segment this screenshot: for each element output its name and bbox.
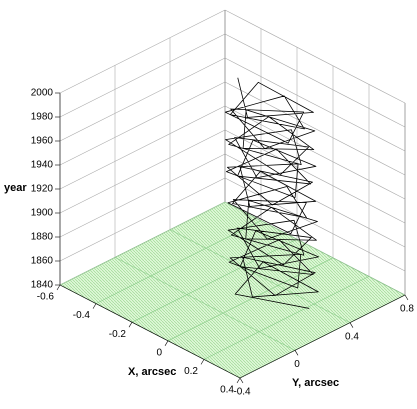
grid-line xyxy=(224,57,406,152)
grid-line xyxy=(59,105,226,190)
z-axis-title: year xyxy=(4,182,27,194)
x-tick-label: -0.2 xyxy=(109,329,127,340)
z-tick-label: 1840 xyxy=(31,280,54,291)
grid-line xyxy=(59,33,226,118)
y-tick-label: -0.4 xyxy=(233,387,251,398)
y-axis-title: Y, arcsec xyxy=(292,377,339,389)
grid-line xyxy=(59,9,226,94)
x-tick-label: 0.2 xyxy=(184,366,198,377)
grid-line xyxy=(224,177,406,272)
grid-line xyxy=(131,238,298,323)
grid-line xyxy=(114,257,296,351)
z-tick-label: 1960 xyxy=(31,136,54,147)
grid-line xyxy=(95,220,262,304)
y-tick-label: 0.4 xyxy=(345,331,359,342)
tick-mark xyxy=(164,340,169,346)
grid-line xyxy=(59,57,226,142)
tick-mark xyxy=(236,377,241,384)
grid-line xyxy=(224,33,406,128)
axis-line xyxy=(239,294,406,379)
grid-line xyxy=(59,81,226,166)
grid-line xyxy=(169,229,351,323)
tick-mark xyxy=(56,284,61,291)
grid-line xyxy=(224,129,406,224)
z-tick-label: 2000 xyxy=(31,88,54,99)
tick-mark xyxy=(349,322,354,328)
grid-line xyxy=(224,81,406,176)
z-tick-label: 1900 xyxy=(31,208,54,219)
x-tick-label: -0.4 xyxy=(73,310,91,321)
grid-line xyxy=(224,105,406,200)
tick-mark xyxy=(128,322,133,328)
grid-line xyxy=(167,257,334,342)
tick-mark xyxy=(239,377,244,384)
y-tick-label: 0 xyxy=(294,359,300,370)
x-tick-label: -0.6 xyxy=(37,292,55,303)
z-tick-label: 1860 xyxy=(31,256,54,267)
z-tick-label: 1880 xyxy=(31,232,54,243)
x-axis-title: X, arcsec xyxy=(128,366,176,378)
z-tick-label: 1980 xyxy=(31,112,54,123)
x-tick-label: 0.4 xyxy=(220,385,234,396)
tick-mark xyxy=(404,294,409,301)
tick-mark xyxy=(92,303,97,309)
z-tick-label: 1940 xyxy=(31,160,54,171)
floor xyxy=(59,201,406,379)
tick-mark xyxy=(294,350,299,356)
trajectory xyxy=(224,77,319,309)
tick-mark xyxy=(200,359,205,365)
grid-line xyxy=(59,153,226,238)
grid-line xyxy=(224,9,406,104)
axis-line xyxy=(59,284,241,379)
grid-line xyxy=(203,276,370,360)
grid-line xyxy=(59,129,226,214)
y-tick-label: 0.8 xyxy=(400,304,414,315)
grid-line xyxy=(224,201,406,296)
grid-line xyxy=(59,201,226,286)
grid-line xyxy=(59,177,226,262)
z-tick-label: 1920 xyxy=(31,184,54,195)
x-tick-label: 0 xyxy=(156,347,162,358)
